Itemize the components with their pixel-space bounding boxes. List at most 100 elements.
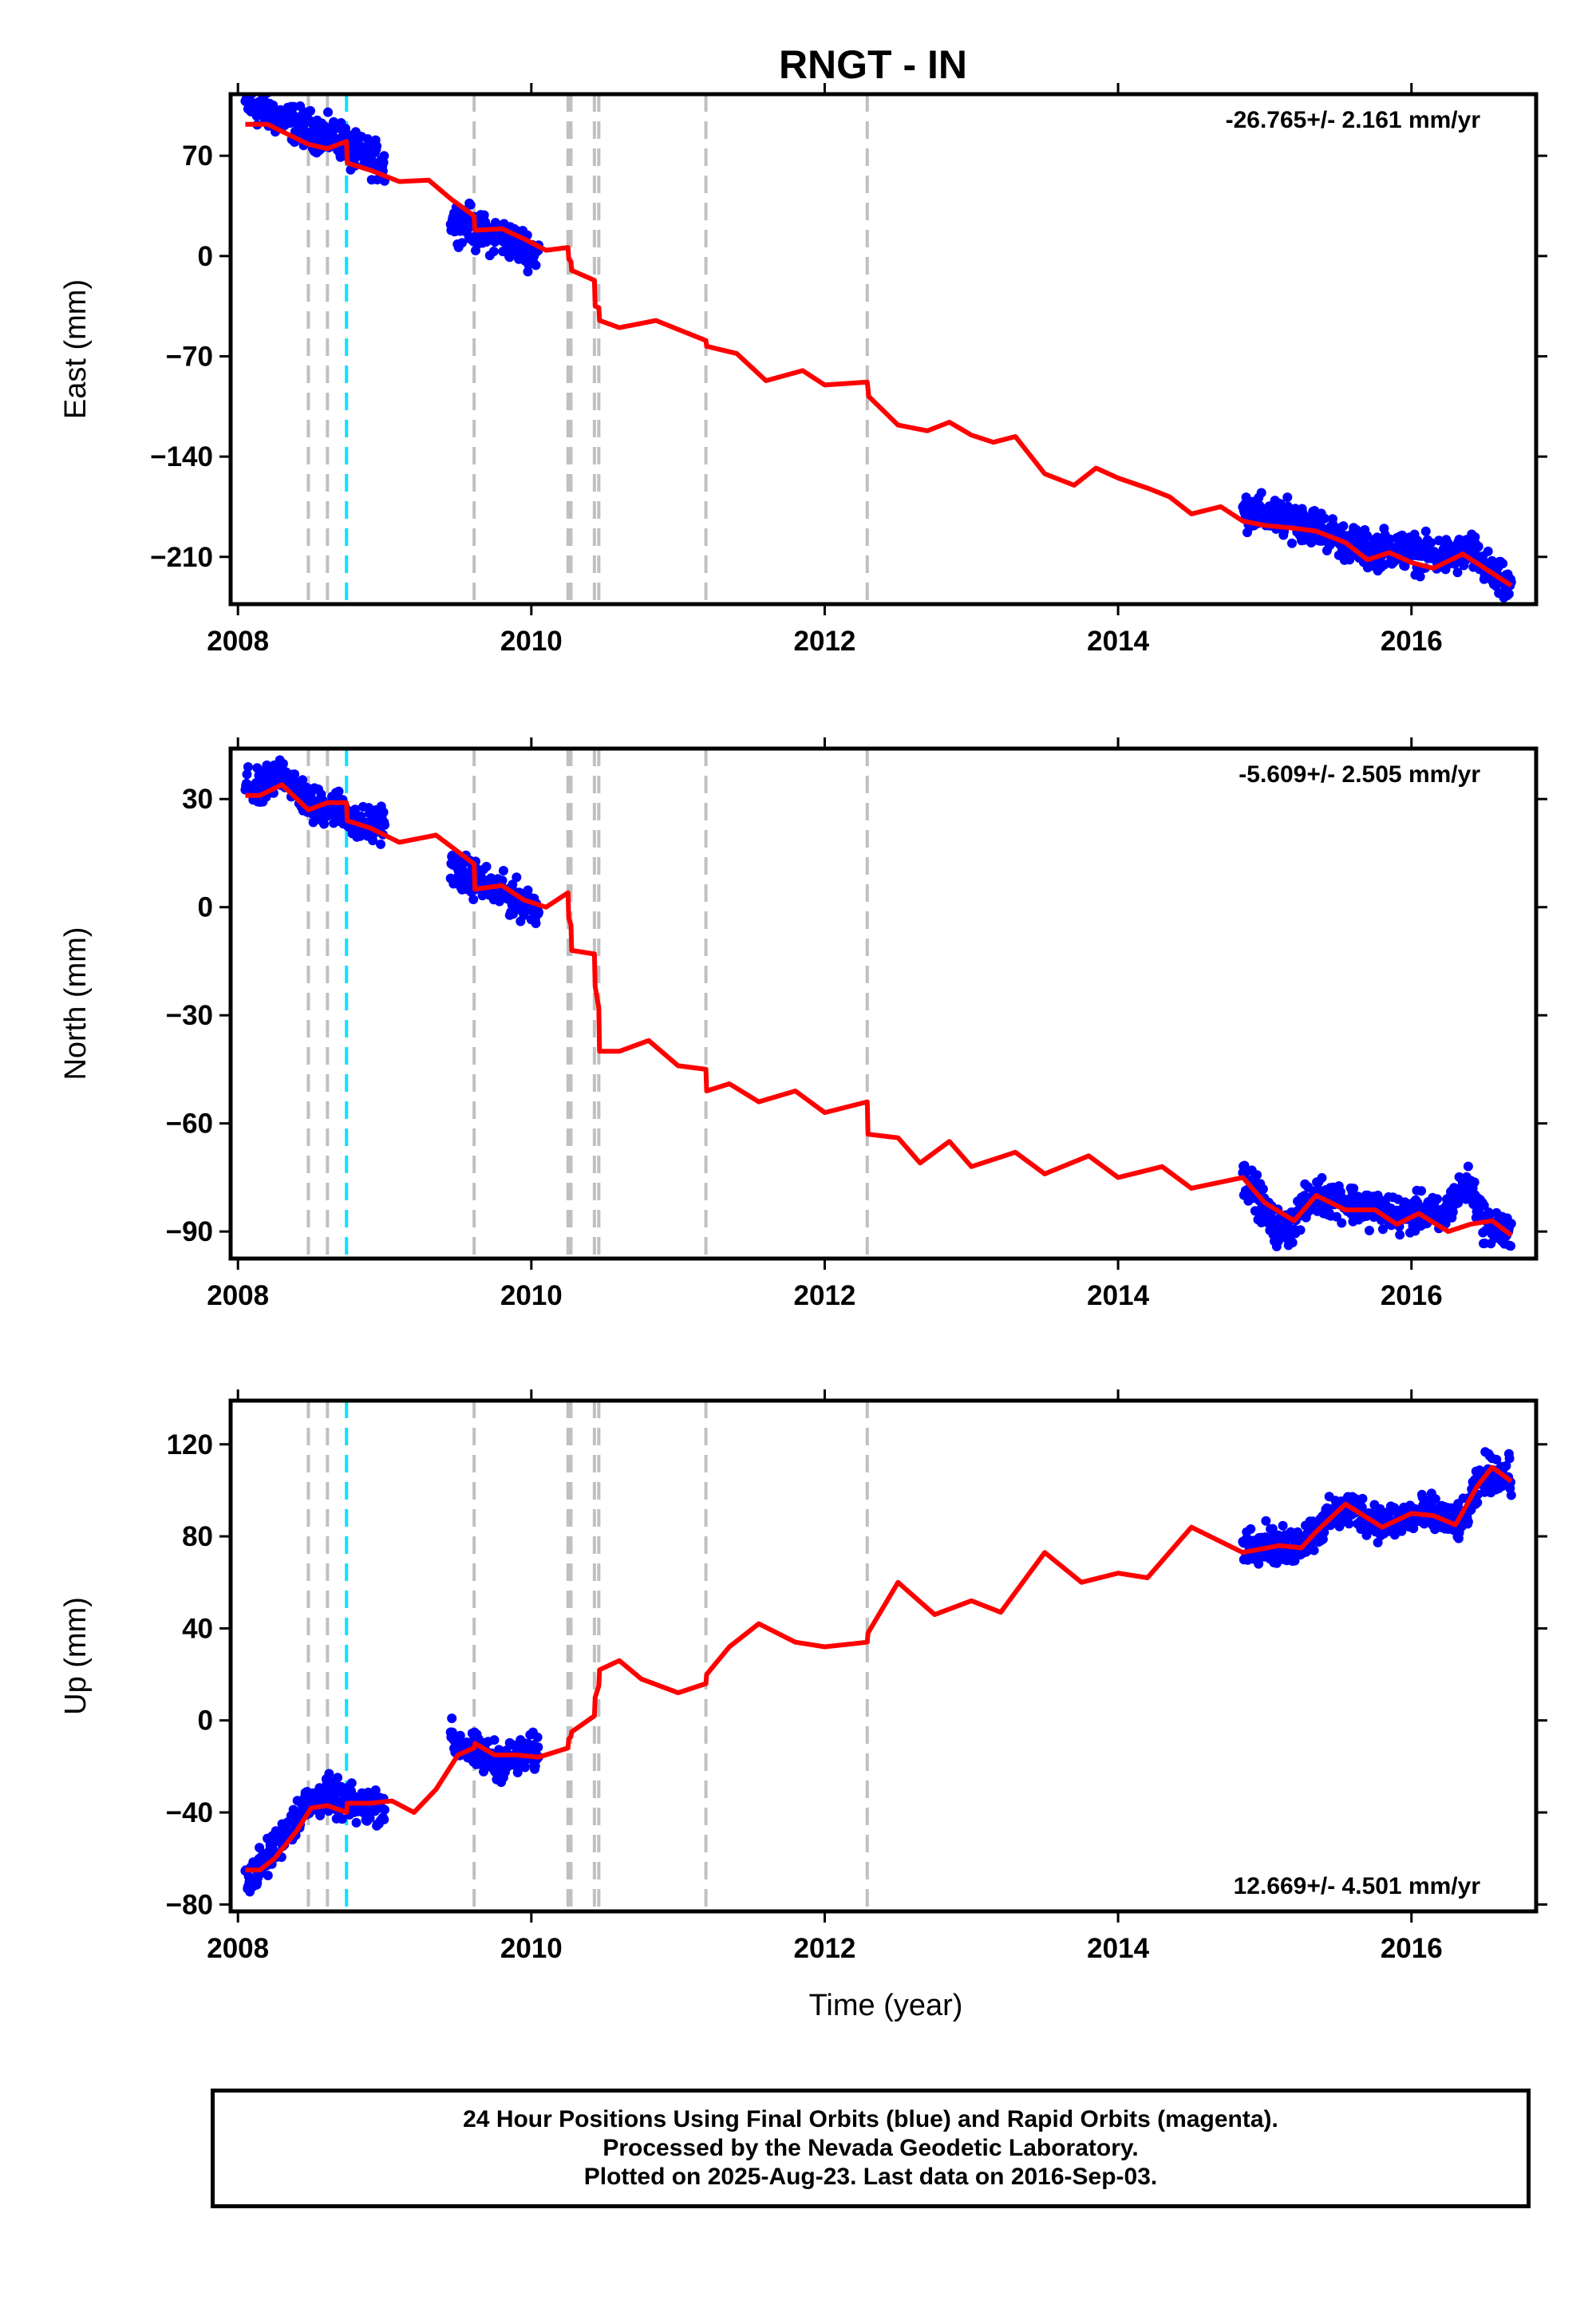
data-point: [1473, 541, 1483, 551]
data-point: [1491, 1454, 1502, 1464]
data-point: [457, 238, 467, 248]
data-point: [1498, 559, 1508, 569]
data-point: [263, 1871, 273, 1880]
data-point: [488, 247, 499, 256]
data-point: [1357, 1502, 1367, 1512]
figure-footer: 24 Hour Positions Using Final Orbits (bl…: [211, 2089, 1531, 2208]
data-point: [1463, 1161, 1473, 1172]
data-point: [378, 807, 389, 817]
data-point: [1504, 1453, 1515, 1464]
x-tick-label: 2016: [1381, 1933, 1443, 1964]
model-line: [245, 121, 1513, 588]
data-point: [498, 866, 508, 875]
data-point: [379, 151, 389, 161]
x-tick-label: 2010: [500, 1933, 563, 1964]
model-line: [245, 1464, 1513, 1873]
velocity-annotation: 12.669+/- 4.501 mm/yr: [1234, 1873, 1481, 1899]
data-point: [334, 786, 344, 796]
data-point: [1295, 1225, 1306, 1235]
data-point: [346, 1778, 357, 1788]
plot-frame: [228, 1398, 1539, 1914]
data-point: [1337, 1218, 1347, 1228]
data-point: [306, 105, 315, 116]
y-axis-label: North (mm): [59, 927, 93, 1080]
x-tick-label: 2012: [794, 626, 856, 657]
data-point: [351, 1817, 361, 1828]
data-point: [519, 910, 529, 920]
x-tick-label: 2010: [500, 1280, 563, 1311]
data-point: [1267, 1524, 1278, 1534]
data-points: [240, 755, 1516, 1251]
data-point: [512, 872, 522, 883]
x-tick-label: 2012: [794, 1280, 856, 1311]
y-tick-label: 0: [198, 241, 213, 272]
data-point: [1319, 1528, 1329, 1537]
data-point: [1351, 524, 1361, 535]
figure-title: RNGT - IN: [779, 42, 967, 87]
data-point: [1309, 1545, 1319, 1555]
data-point: [489, 1735, 500, 1745]
data-point: [365, 1813, 375, 1823]
plot-frame: [228, 92, 1539, 607]
data-point: [1432, 1194, 1442, 1204]
data-point: [380, 1804, 389, 1815]
y-tick-label: −30: [166, 1000, 213, 1031]
x-tick-label: 2016: [1381, 1280, 1443, 1311]
data-point: [1298, 508, 1308, 518]
x-tick-label: 2012: [794, 1933, 856, 1964]
data-point: [337, 1814, 347, 1824]
y-tick-label: 40: [182, 1613, 213, 1644]
data-point: [1503, 589, 1514, 599]
data-point: [1287, 538, 1297, 548]
panel-up: 120 80 40 0 −40 −80 2008 2010 2012 2014 2016 Up (mm…: [59, 1389, 1547, 2022]
data-point: [523, 267, 533, 277]
data-point: [468, 895, 479, 904]
data-point: [497, 875, 508, 886]
model-line: [245, 782, 1513, 1237]
data-point: [323, 107, 333, 117]
data-point: [531, 919, 541, 928]
data-point: [1349, 1184, 1359, 1194]
y-tick-label: −60: [166, 1109, 213, 1140]
data-point: [1506, 1490, 1516, 1500]
x-tick-label: 2014: [1087, 626, 1149, 657]
data-point: [1448, 1207, 1458, 1217]
y-tick-label: 0: [198, 1705, 213, 1737]
data-point: [1252, 1170, 1262, 1180]
x-axis-label: Time (year): [809, 1989, 963, 2022]
data-point: [1483, 546, 1493, 556]
data-points: [240, 83, 1516, 603]
data-point: [1258, 1184, 1268, 1194]
data-point: [455, 1730, 465, 1741]
data-points: [240, 1447, 1516, 1897]
data-point: [379, 1814, 389, 1824]
data-point: [242, 769, 252, 780]
data-point: [1479, 1200, 1489, 1211]
data-point: [1430, 1494, 1440, 1504]
data-point: [243, 762, 253, 772]
y-tick-label: 30: [182, 784, 213, 815]
data-point: [1463, 1516, 1473, 1527]
data-point: [298, 775, 308, 785]
y-tick-label: −80: [166, 1889, 213, 1920]
data-point: [1303, 1182, 1314, 1192]
data-point: [1239, 1160, 1250, 1171]
data-point: [1501, 1460, 1511, 1471]
data-point: [1320, 513, 1329, 524]
data-point: [290, 769, 300, 780]
data-point: [1317, 1172, 1327, 1183]
data-point: [1338, 521, 1349, 532]
data-point: [1469, 1177, 1479, 1188]
data-point: [241, 83, 251, 93]
y-tick-label: −40: [166, 1797, 213, 1828]
data-point: [1365, 1225, 1374, 1235]
data-point: [1246, 1524, 1256, 1534]
footer-line-3: Plotted on 2025-Aug-23. Last data on 201…: [583, 2164, 1158, 2190]
plot-frame: [228, 746, 1539, 1261]
data-point: [1416, 1186, 1427, 1196]
data-point: [447, 1713, 457, 1724]
x-tick-label: 2008: [207, 1280, 269, 1311]
y-tick-label: 70: [182, 140, 213, 172]
data-point: [1415, 571, 1425, 582]
